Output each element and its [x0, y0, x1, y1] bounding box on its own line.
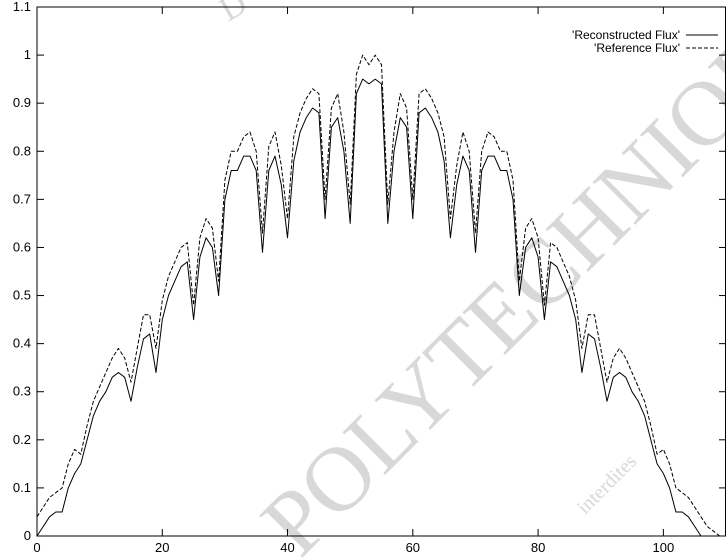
watermark-main-text: POLYTECHNIQUE: [242, 0, 726, 560]
y-tick-label-5: 0.5: [13, 288, 31, 303]
y-tick-label-9: 0.9: [13, 95, 31, 110]
watermark-small-text: interdites: [573, 450, 641, 518]
x-tick-label-5: 100: [653, 540, 675, 555]
y-tick-label-6: 0.6: [13, 239, 31, 254]
y-tick-label-2: 0.2: [13, 432, 31, 447]
y-tick-label-4: 0.4: [13, 336, 31, 351]
axis-tick-labels: 0 0.1 0.2 0.3 0.4 0.5 0.6 0.7 0.8 0.9 1 1.1 0 20 40 60 8…: [13, 0, 674, 555]
legend-label-1: 'Reference Flux': [594, 41, 680, 55]
x-tick-label-4: 80: [531, 540, 545, 555]
x-tick-label-2: 40: [280, 540, 294, 555]
axis-ticks: [36, 6, 726, 537]
y-tick-label-1: 0.1: [13, 480, 31, 495]
x-tick-label-0: 0: [33, 540, 40, 555]
y-tick-label-3: 0.3: [13, 384, 31, 399]
y-tick-label-8: 0.8: [13, 143, 31, 158]
y-tick-label-11: 1.1: [13, 0, 31, 14]
y-tick-label-0: 0: [24, 528, 31, 543]
series-line-1: [36, 54, 726, 537]
legend: 'Reconstructed Flux''Reference Flux': [572, 28, 718, 55]
series-line-0: [36, 78, 726, 537]
y-tick-label-7: 0.7: [13, 191, 31, 206]
x-tick-label-1: 20: [155, 540, 169, 555]
series-layer: [36, 54, 726, 537]
y-tick-label-10: 1: [24, 47, 31, 62]
watermark-top-text: D: [214, 0, 254, 29]
legend-label-0: 'Reconstructed Flux': [572, 28, 680, 42]
x-tick-label-3: 60: [406, 540, 420, 555]
watermark: POLYTECHNIQUE D interdites: [214, 0, 726, 560]
